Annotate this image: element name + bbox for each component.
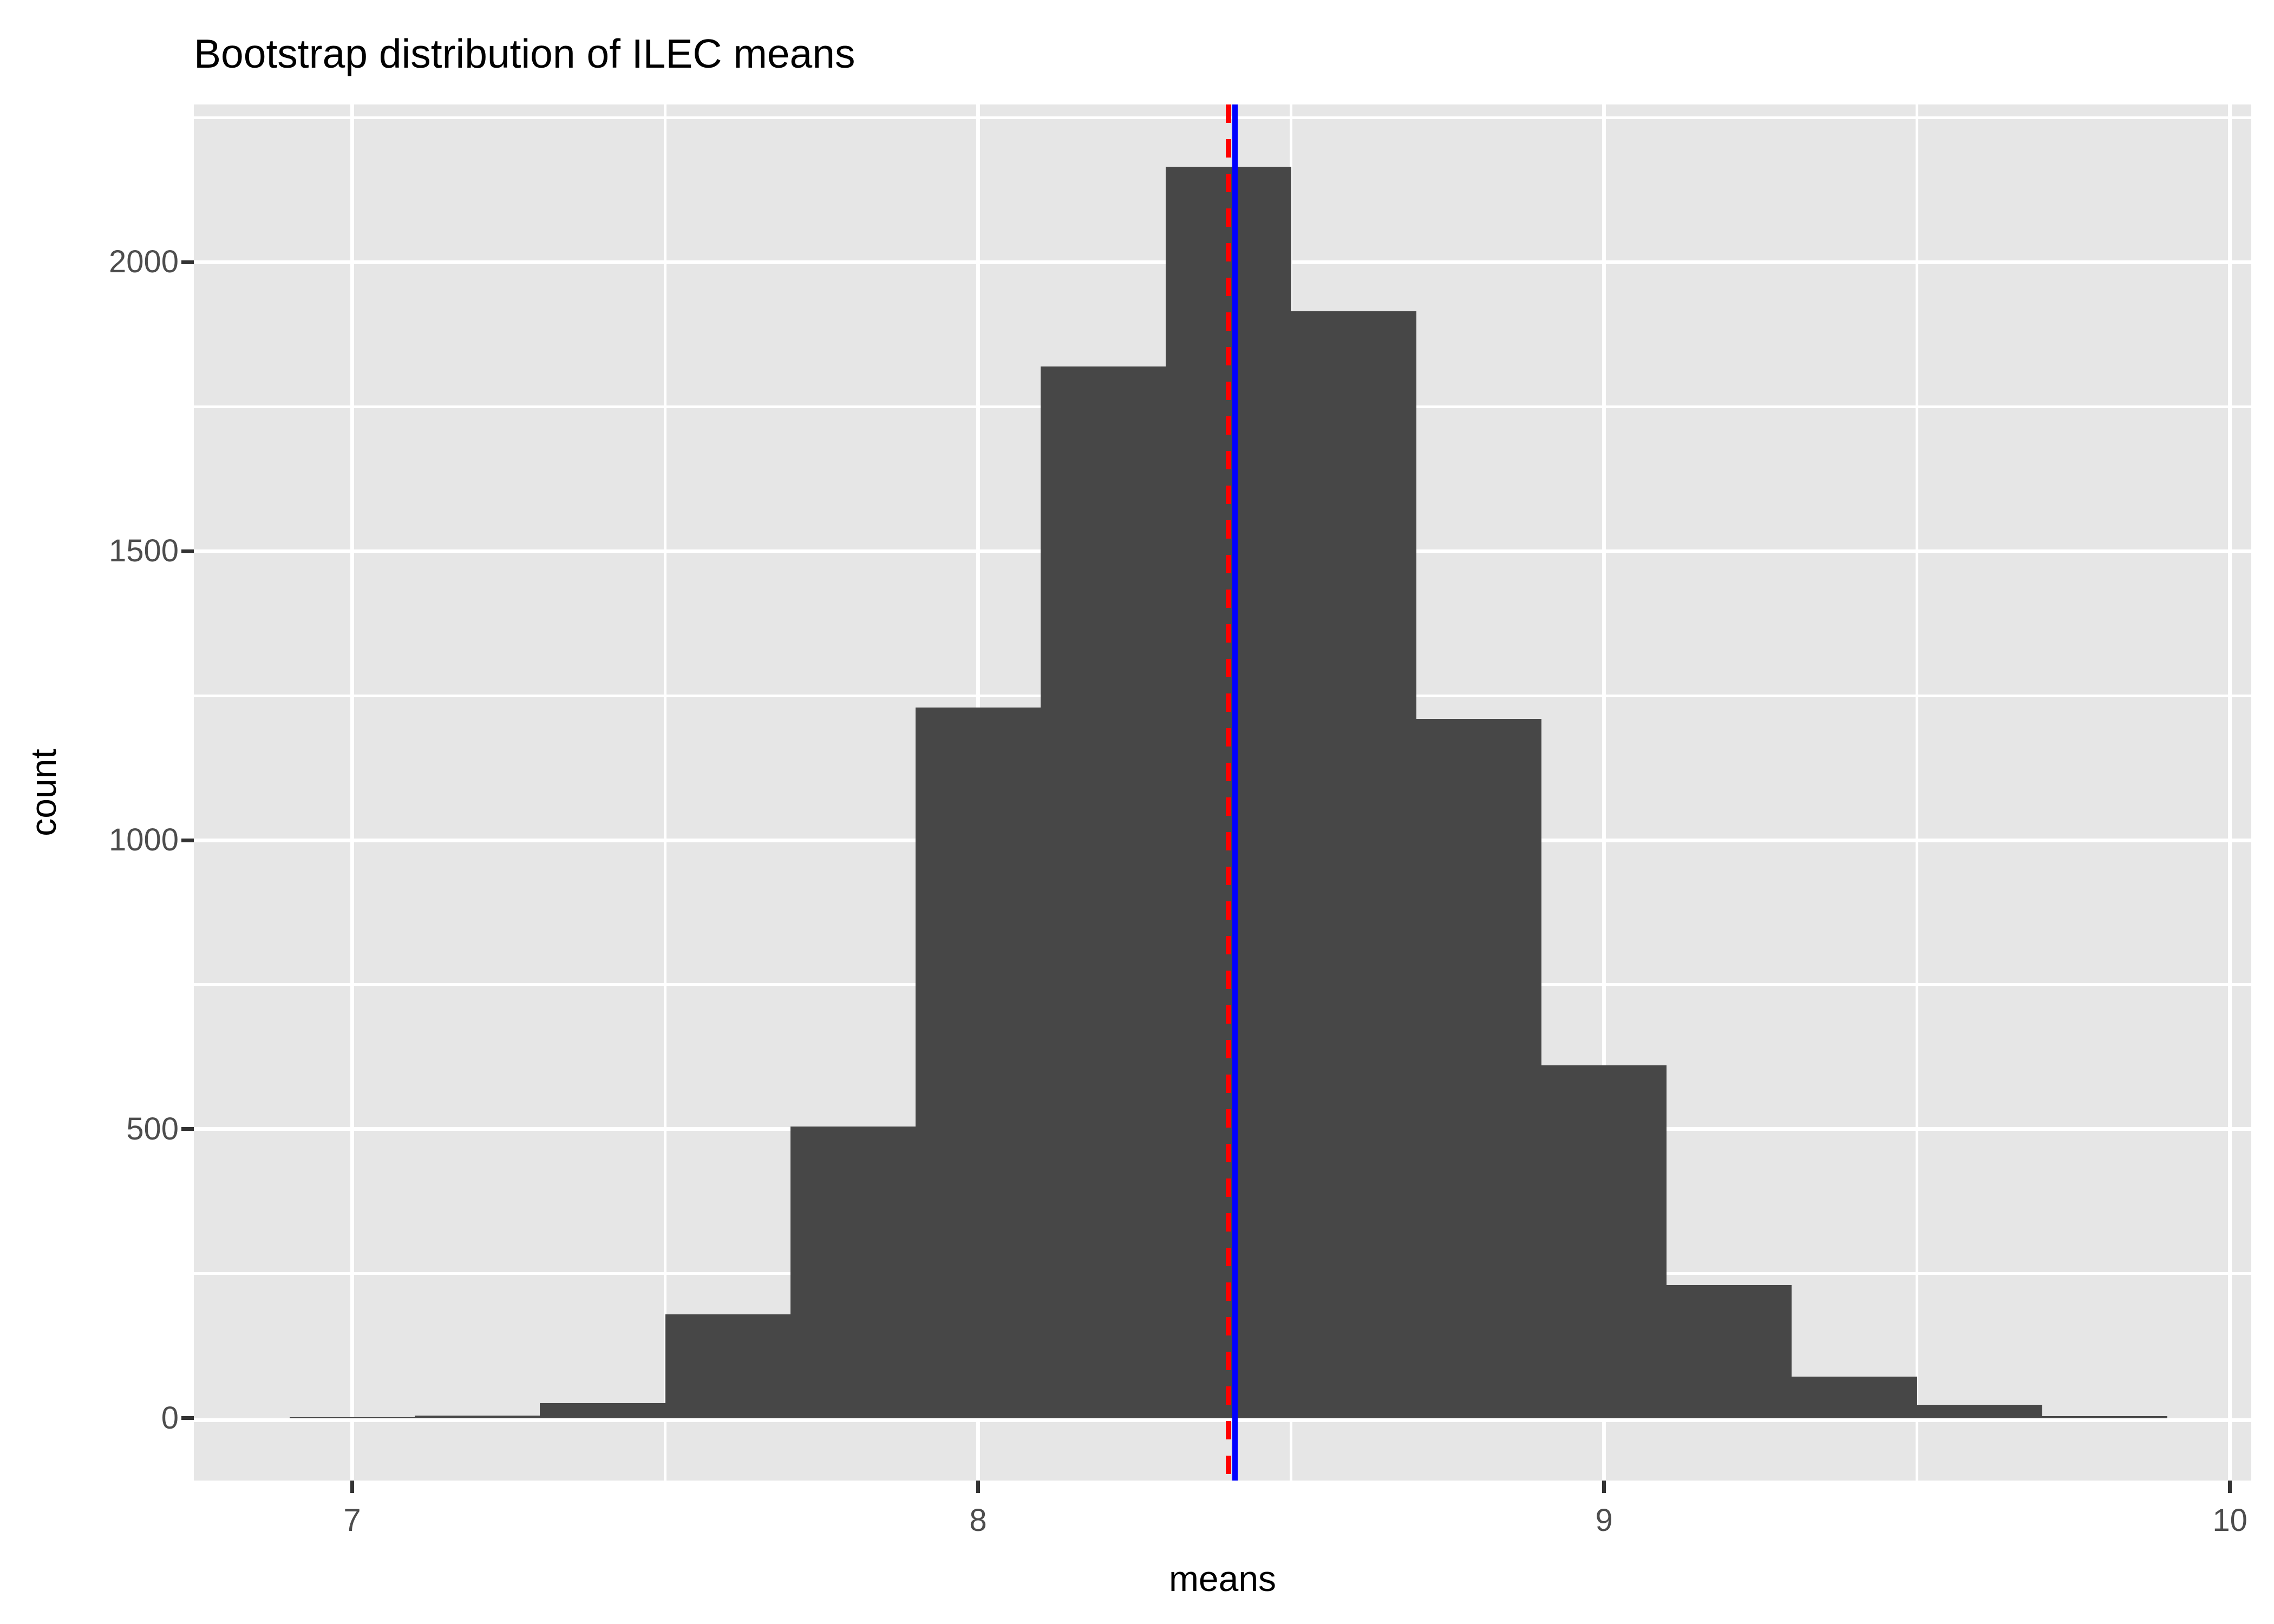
y-tick-mark: [181, 549, 194, 553]
histogram-bar: [665, 1314, 790, 1418]
sample-mean-line: [1232, 104, 1238, 1481]
y-tick-mark: [181, 260, 194, 264]
y-tick-mark: [181, 1416, 194, 1420]
histogram-bar: [1041, 366, 1166, 1418]
x-axis-title: means: [1168, 1558, 1277, 1599]
gridline-major-y: [194, 1418, 2251, 1422]
bootstrap-mean-line: [1225, 104, 1231, 1481]
histogram-bar: [1917, 1405, 2042, 1418]
y-tick-label: 1000: [108, 822, 179, 858]
x-tick-mark: [976, 1481, 981, 1493]
x-tick-mark: [1602, 1481, 1606, 1493]
x-tick-label: 10: [2212, 1503, 2247, 1538]
y-tick-mark: [181, 838, 194, 842]
plot-title: Bootstrap distribution of ILEC means: [194, 31, 855, 76]
histogram-bar: [540, 1403, 665, 1418]
x-tick-mark: [350, 1481, 354, 1493]
histogram-bar: [1541, 1065, 1667, 1418]
histogram-bar: [1792, 1376, 1917, 1418]
plot-panel: [194, 104, 2251, 1481]
histogram-bar: [2042, 1416, 2168, 1418]
histogram-bar: [790, 1126, 916, 1418]
y-tick-label: 500: [126, 1111, 179, 1147]
gridline-major-x: [350, 104, 354, 1481]
gridline-major-x: [2228, 104, 2232, 1481]
histogram-bar: [1291, 311, 1416, 1418]
histogram-bar: [915, 707, 1041, 1418]
gridline-minor-y: [194, 116, 2251, 120]
gridline-major-x: [1602, 104, 1606, 1481]
gridline-minor-x: [1916, 104, 1919, 1481]
histogram-bar: [415, 1416, 540, 1418]
x-tick-label: 7: [343, 1503, 361, 1538]
x-tick-label: 9: [1595, 1503, 1613, 1538]
histogram-bar: [1667, 1285, 1792, 1418]
gridline-minor-x: [664, 104, 667, 1481]
y-tick-label: 0: [161, 1400, 179, 1436]
y-tick-label: 2000: [108, 244, 179, 280]
histogram-bar: [1416, 718, 1541, 1418]
y-tick-mark: [181, 1127, 194, 1131]
histogram-bar: [289, 1417, 415, 1418]
x-tick-label: 8: [969, 1503, 987, 1538]
x-tick-mark: [2228, 1481, 2232, 1493]
y-tick-label: 1500: [108, 533, 179, 569]
